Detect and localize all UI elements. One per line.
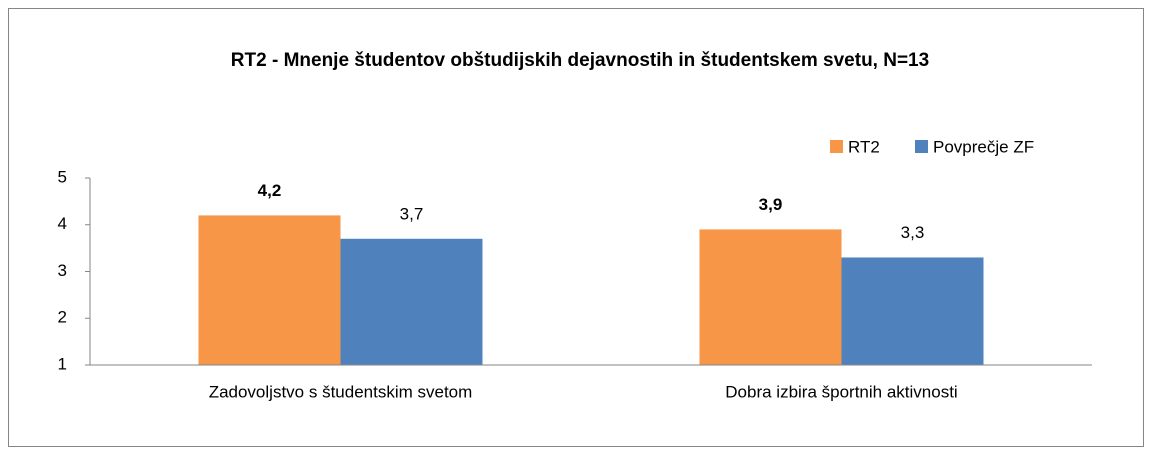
x-tick-label: Zadovoljstvo s študentskim svetom xyxy=(209,382,473,401)
y-tick-label: 5 xyxy=(58,167,67,186)
data-label: 3,7 xyxy=(400,204,424,223)
bar xyxy=(340,238,483,365)
legend-swatch xyxy=(915,140,928,153)
bar xyxy=(841,257,984,365)
data-label: 3,3 xyxy=(901,223,925,242)
legend-swatch xyxy=(830,140,843,153)
y-tick-label: 4 xyxy=(58,214,67,233)
data-label: 3,9 xyxy=(759,195,783,214)
y-tick-label: 1 xyxy=(58,354,67,373)
y-tick-label: 3 xyxy=(58,261,67,280)
data-label: 4,2 xyxy=(258,181,282,200)
legend-label: Povprečje ZF xyxy=(933,137,1034,156)
bar xyxy=(699,229,842,365)
chart-border xyxy=(8,8,1144,447)
y-tick-label: 2 xyxy=(58,308,67,327)
x-tick-label: Dobra izbira športnih aktivnosti xyxy=(725,382,957,401)
chart-title: RT2 - Mnenje študentov obštudijskih deja… xyxy=(231,50,929,71)
legend-label: RT2 xyxy=(848,137,880,156)
bar xyxy=(198,215,341,365)
